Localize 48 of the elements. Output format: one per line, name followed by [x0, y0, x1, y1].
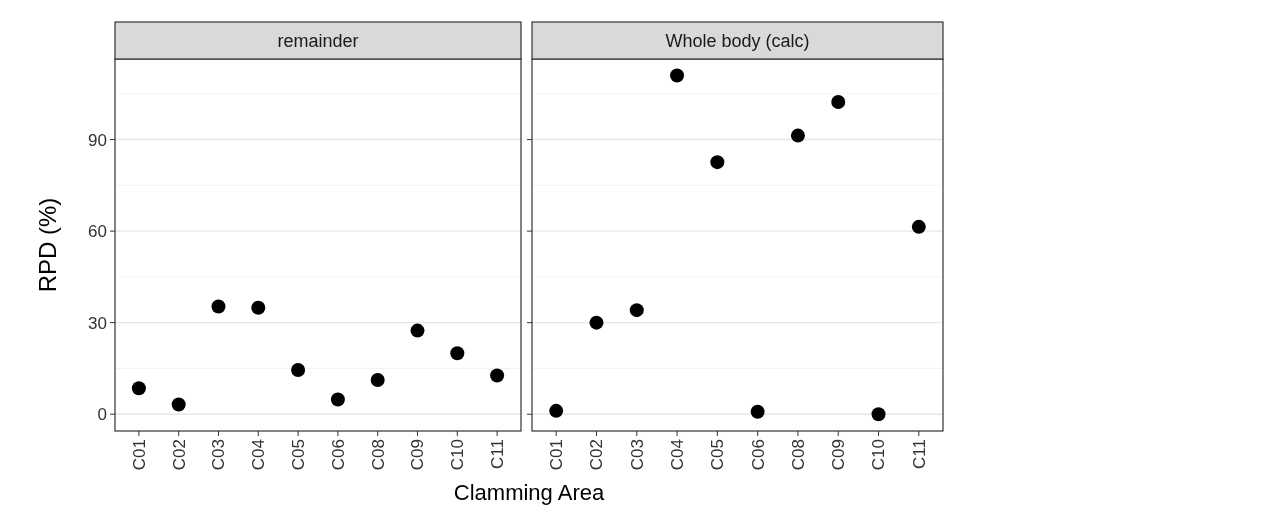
x-tick-label: C01 [547, 439, 567, 471]
chart-title: remainder [277, 30, 359, 51]
x-tick-label: C02 [169, 439, 189, 471]
point [171, 397, 186, 412]
x-tick-label: C03 [209, 439, 229, 471]
x-tick-label: C08 [788, 439, 808, 471]
x-tick-label: C02 [587, 439, 607, 471]
point [370, 373, 385, 388]
x-tick-label: C05 [708, 439, 728, 471]
y-tick-label: 90 [88, 130, 107, 150]
x-tick-label: C10 [869, 439, 889, 471]
x-tick-label: C09 [408, 439, 428, 471]
point [911, 219, 926, 234]
point [790, 128, 805, 143]
x-tick-label: C10 [448, 439, 468, 471]
x-tick-label: C04 [249, 439, 269, 471]
x-tick-label: C06 [328, 439, 348, 471]
point [211, 299, 226, 314]
x-tick-label: C06 [748, 439, 768, 471]
y-tick-label: 60 [88, 222, 107, 242]
x-tick-label: C08 [368, 439, 388, 471]
point [629, 303, 644, 318]
point [831, 95, 846, 110]
x-tick-label: C03 [627, 439, 647, 471]
point [670, 68, 685, 83]
x-tick-label: C11 [909, 439, 929, 469]
point [549, 403, 564, 418]
y-tick-label: 0 [97, 405, 107, 425]
x-tick-label: C01 [129, 439, 149, 471]
point [410, 323, 425, 338]
y-axis-title: RPD (%) [34, 197, 61, 293]
x-tick-label: C05 [289, 439, 309, 471]
point [710, 155, 725, 170]
x-axis-title: Clamming Area [453, 480, 605, 505]
point [251, 300, 266, 315]
point [490, 368, 505, 383]
point [871, 407, 886, 422]
point [131, 381, 146, 396]
point [589, 315, 604, 330]
x-tick-label: C09 [829, 439, 849, 471]
point [750, 404, 765, 419]
chart-title: Whole body (calc) [665, 30, 810, 51]
x-tick-label: C11 [488, 439, 508, 469]
point [291, 362, 306, 377]
x-tick-label: C04 [668, 439, 688, 471]
point [450, 346, 465, 361]
y-tick-label: 30 [88, 313, 107, 333]
point [330, 392, 345, 407]
